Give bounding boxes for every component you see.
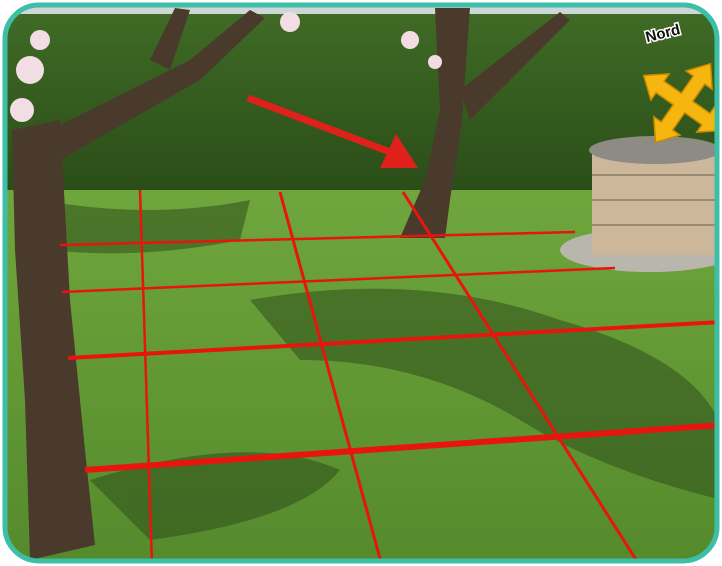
photo-frame: Nord [0, 0, 722, 566]
scene: Nord [0, 0, 722, 566]
page: Nord (() => { const data = JSON.parse(do… [0, 0, 722, 566]
